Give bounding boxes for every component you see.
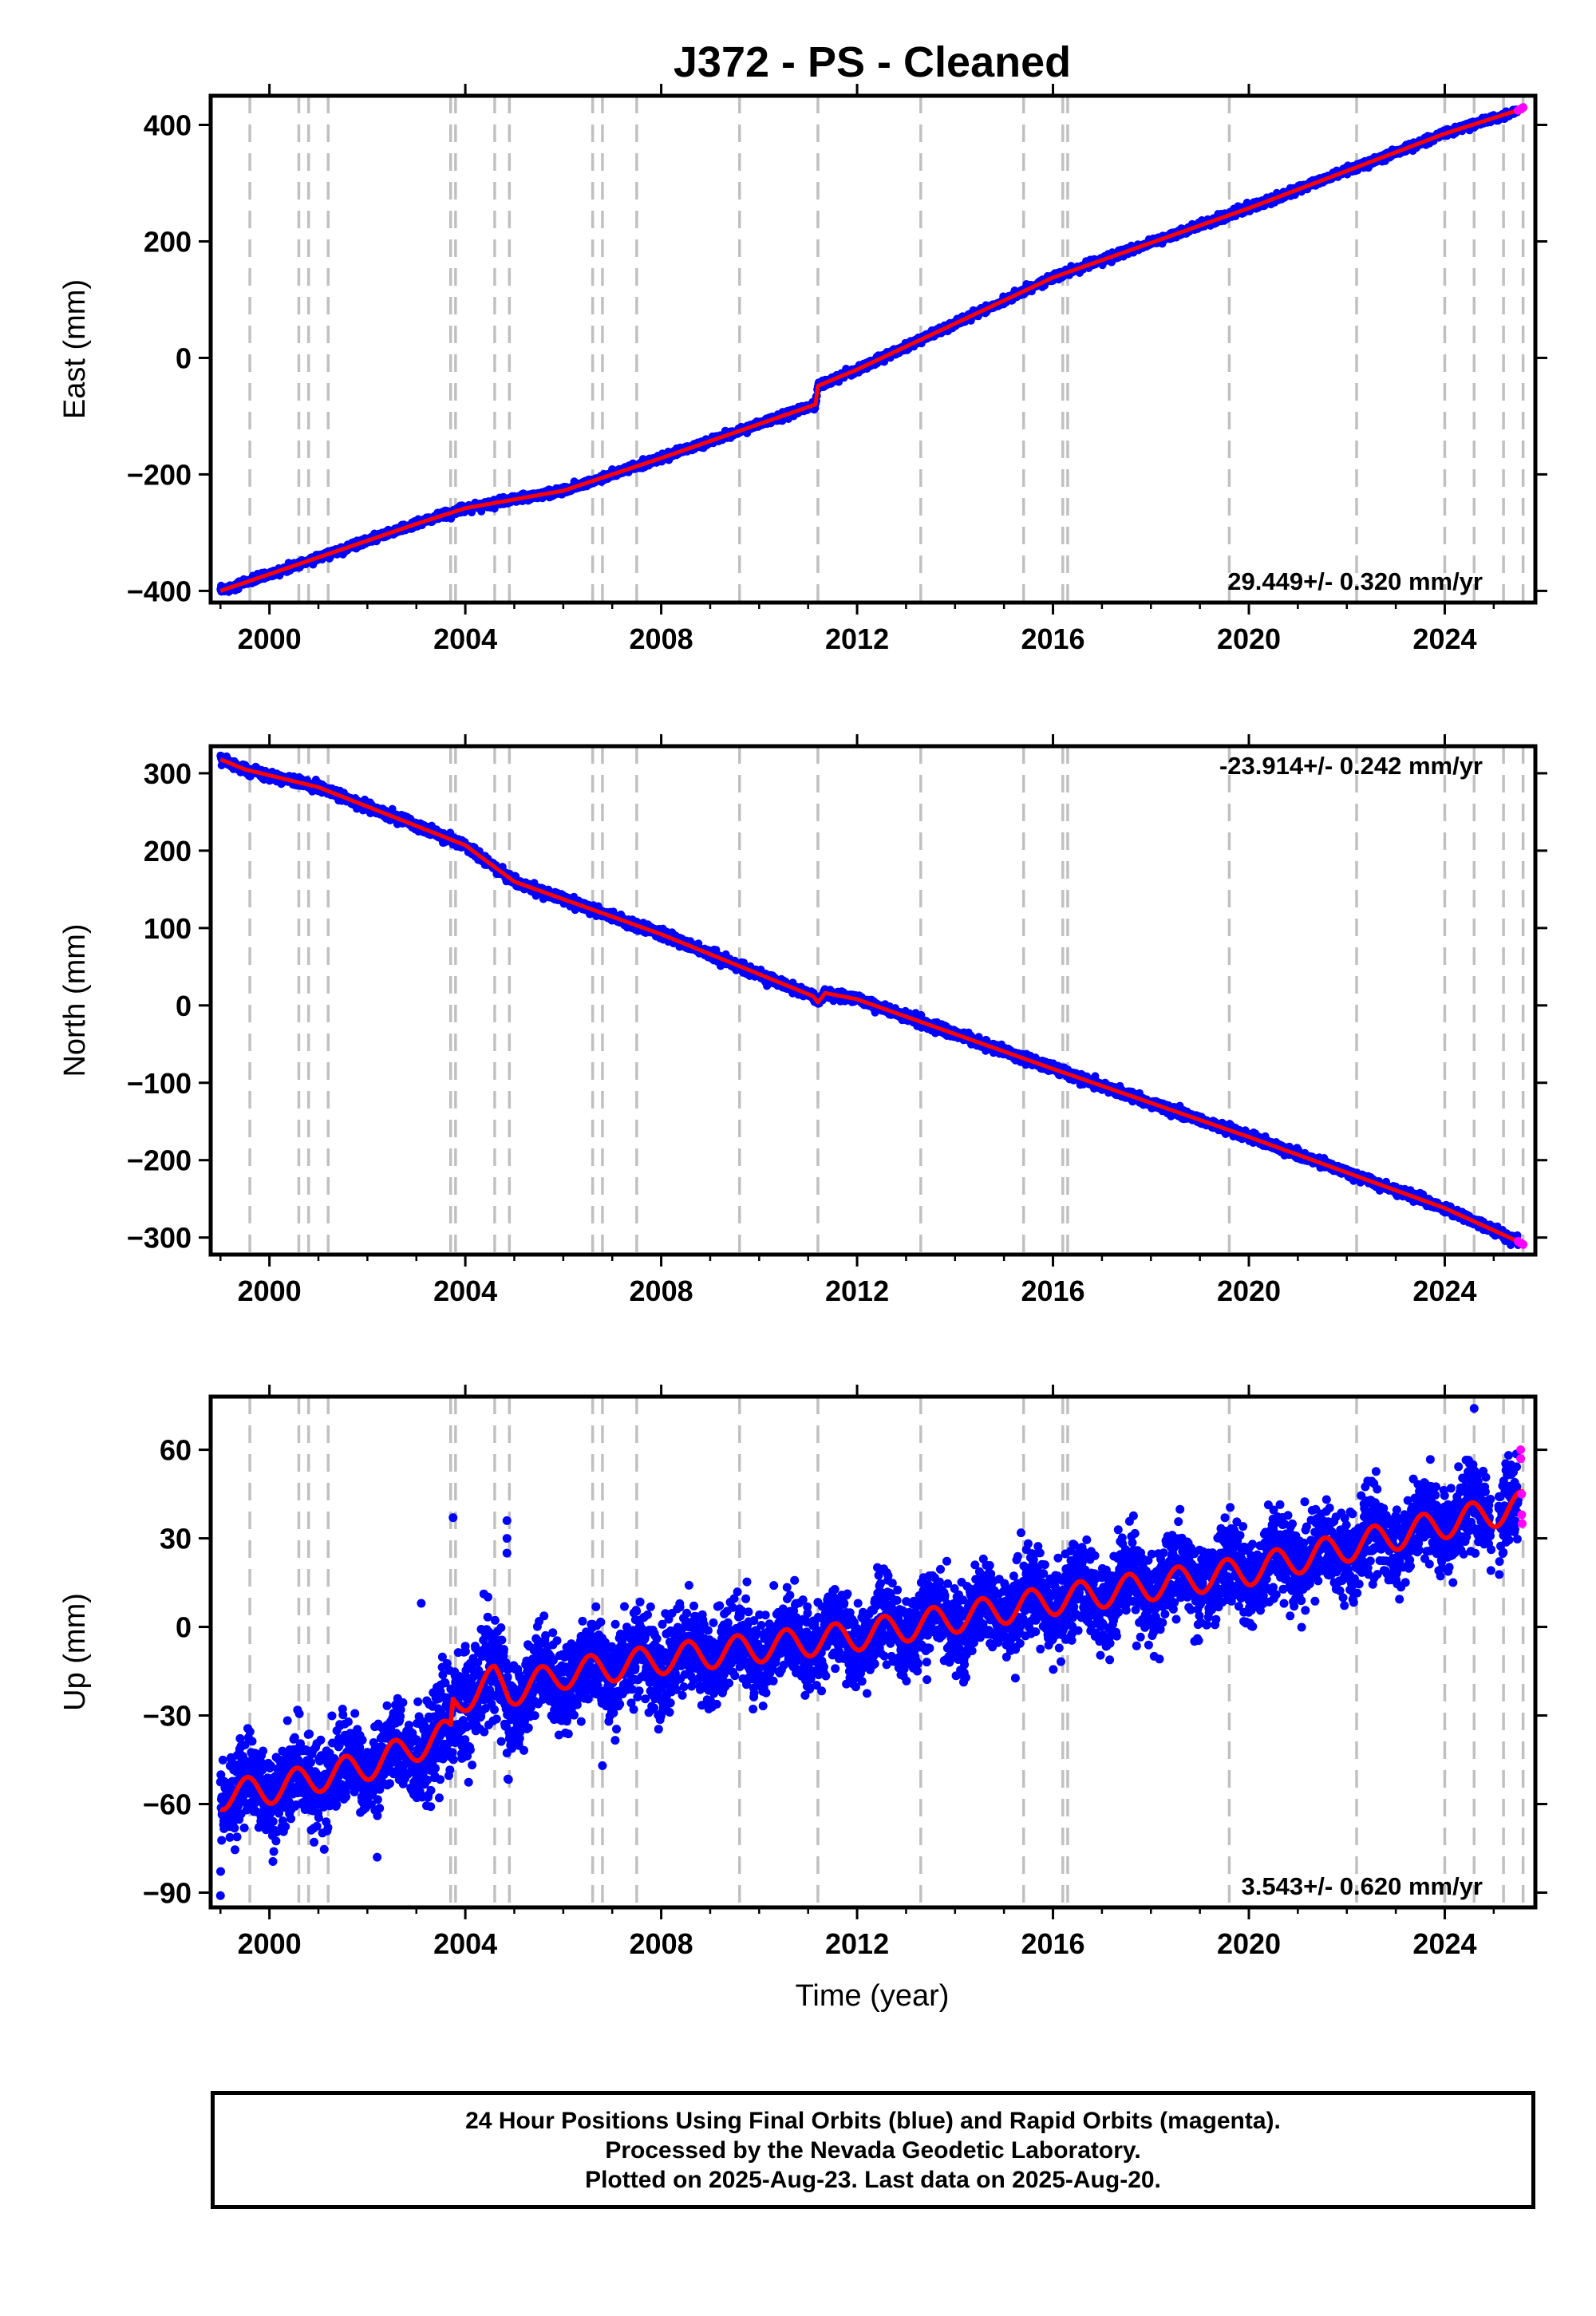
y-tick-label: 0 xyxy=(176,342,192,374)
x-tick-label: 2000 xyxy=(238,622,302,655)
panels: 2000 2004 2008 2012 2016 2020 2024 −400 −200 0 200… xyxy=(58,84,1547,1960)
x-tick-label: 2020 xyxy=(1217,622,1281,655)
panel-north: 2000 2004 2008 2012 2016 2020 2024−300−200−100… xyxy=(58,734,1547,1307)
x-tick-label: 2004 xyxy=(433,622,497,655)
y-axis-label: East (mm) xyxy=(58,279,92,419)
x-tick-label: 2024 xyxy=(1412,622,1476,655)
velocity-label: 29.449+/- 0.320 mm/yr xyxy=(1227,567,1483,595)
y-tick-label: 400 xyxy=(144,109,192,141)
x-tick-label: 2008 xyxy=(630,622,693,655)
rapid-orbit-point xyxy=(1519,103,1528,113)
y-tick-label: −200 xyxy=(127,458,192,491)
y-tick-label: 200 xyxy=(144,225,192,258)
y-tick-label: −400 xyxy=(127,575,192,607)
chart-title: J372 - PS - Cleaned xyxy=(674,38,1071,86)
x-tick-label: 2012 xyxy=(825,622,889,655)
panel-east: 2000 2004 2008 2012 2016 2020 2024 −400 −200 0 200… xyxy=(58,84,1547,655)
x-tick-label: 2016 xyxy=(1021,622,1084,655)
